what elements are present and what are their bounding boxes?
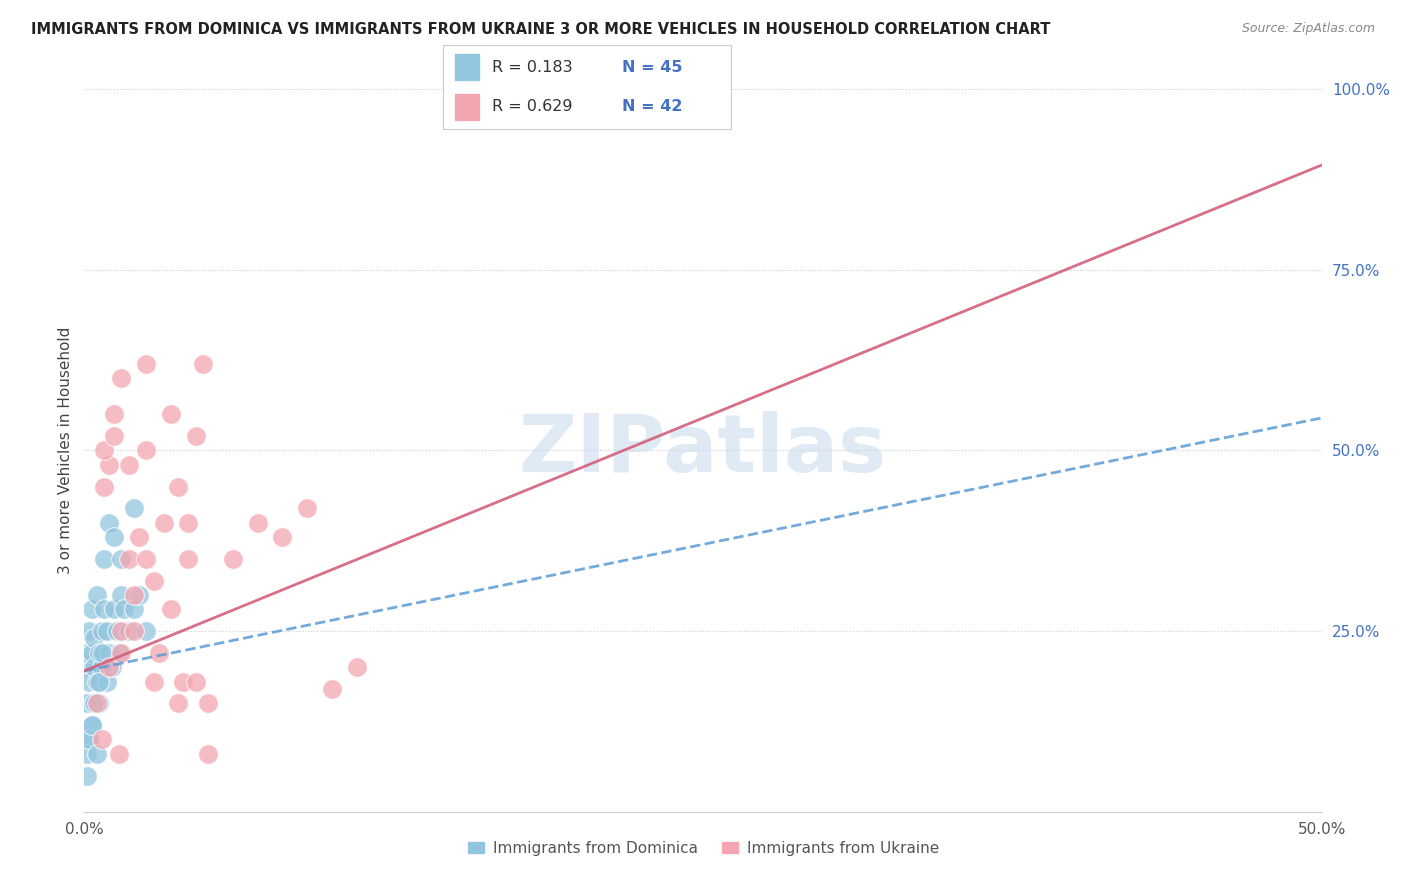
Point [93,443,115,458]
Point [118,458,141,472]
Y-axis label: 3 or more Vehicles in Household: 3 or more Vehicles in Household [58,326,73,574]
Point [148,646,170,660]
Point [197,747,219,761]
Point [118,551,141,566]
Point [76,769,98,783]
Point [98,516,121,530]
Point [110,624,132,639]
Point [89,646,111,660]
Point [80,646,103,660]
Point [135,357,157,371]
Point [89,696,111,710]
Point [142,674,165,689]
FancyBboxPatch shape [454,54,481,81]
Point [108,646,131,660]
Point [184,429,207,443]
Point [103,429,125,443]
Point [112,602,135,616]
Point [110,646,132,660]
Point [177,516,200,530]
Point [93,480,115,494]
Point [79,624,101,639]
Point [76,747,98,761]
Point [172,674,194,689]
Point [167,696,190,710]
Point [122,624,145,639]
Point [76,696,98,710]
Point [122,602,145,616]
Point [83,660,105,674]
Point [103,407,125,421]
Point [80,718,103,732]
Point [142,574,165,588]
Point [80,718,103,732]
Point [110,371,132,385]
Point [93,646,115,660]
Point [167,480,190,494]
Point [122,588,145,602]
Point [152,516,174,530]
Legend: Immigrants from Dominica, Immigrants from Ukraine: Immigrants from Dominica, Immigrants fro… [461,835,945,862]
Point [98,458,121,472]
Point [90,660,112,674]
Point [108,747,131,761]
Point [90,646,112,660]
Text: R = 0.629: R = 0.629 [492,99,572,114]
Point [222,551,245,566]
Point [86,696,108,710]
Point [105,624,128,639]
Point [86,588,108,602]
Point [191,357,214,371]
Point [98,646,121,660]
Point [83,632,105,646]
Point [90,624,112,639]
Point [76,646,98,660]
Point [103,602,125,616]
Point [93,551,115,566]
Point [103,530,125,544]
Point [346,660,368,674]
Point [83,696,105,710]
Point [135,443,157,458]
Point [86,747,108,761]
Point [100,660,122,674]
Point [80,602,103,616]
Point [93,602,115,616]
Point [197,696,219,710]
Point [110,588,132,602]
Point [76,660,98,674]
Point [79,732,101,747]
Point [98,660,121,674]
Point [118,624,141,639]
Point [128,530,150,544]
Point [321,681,343,696]
Text: N = 45: N = 45 [621,60,682,75]
Point [90,732,112,747]
Point [79,732,101,747]
Point [89,674,111,689]
Point [246,516,269,530]
FancyBboxPatch shape [454,93,481,120]
Point [96,674,118,689]
Point [110,551,132,566]
Point [128,588,150,602]
Point [184,674,207,689]
Text: R = 0.183: R = 0.183 [492,60,572,75]
Point [79,674,101,689]
Text: IMMIGRANTS FROM DOMINICA VS IMMIGRANTS FROM UKRAINE 3 OR MORE VEHICLES IN HOUSEH: IMMIGRANTS FROM DOMINICA VS IMMIGRANTS F… [31,22,1050,37]
Point [160,602,183,616]
Text: ZIPatlas: ZIPatlas [519,411,887,490]
Point [86,674,108,689]
Point [160,407,183,421]
Point [177,551,200,566]
Point [135,624,157,639]
Point [271,530,294,544]
Point [295,501,318,516]
Text: N = 42: N = 42 [621,99,682,114]
Point [122,501,145,516]
Point [135,551,157,566]
Point [96,624,118,639]
Text: Source: ZipAtlas.com: Source: ZipAtlas.com [1241,22,1375,36]
